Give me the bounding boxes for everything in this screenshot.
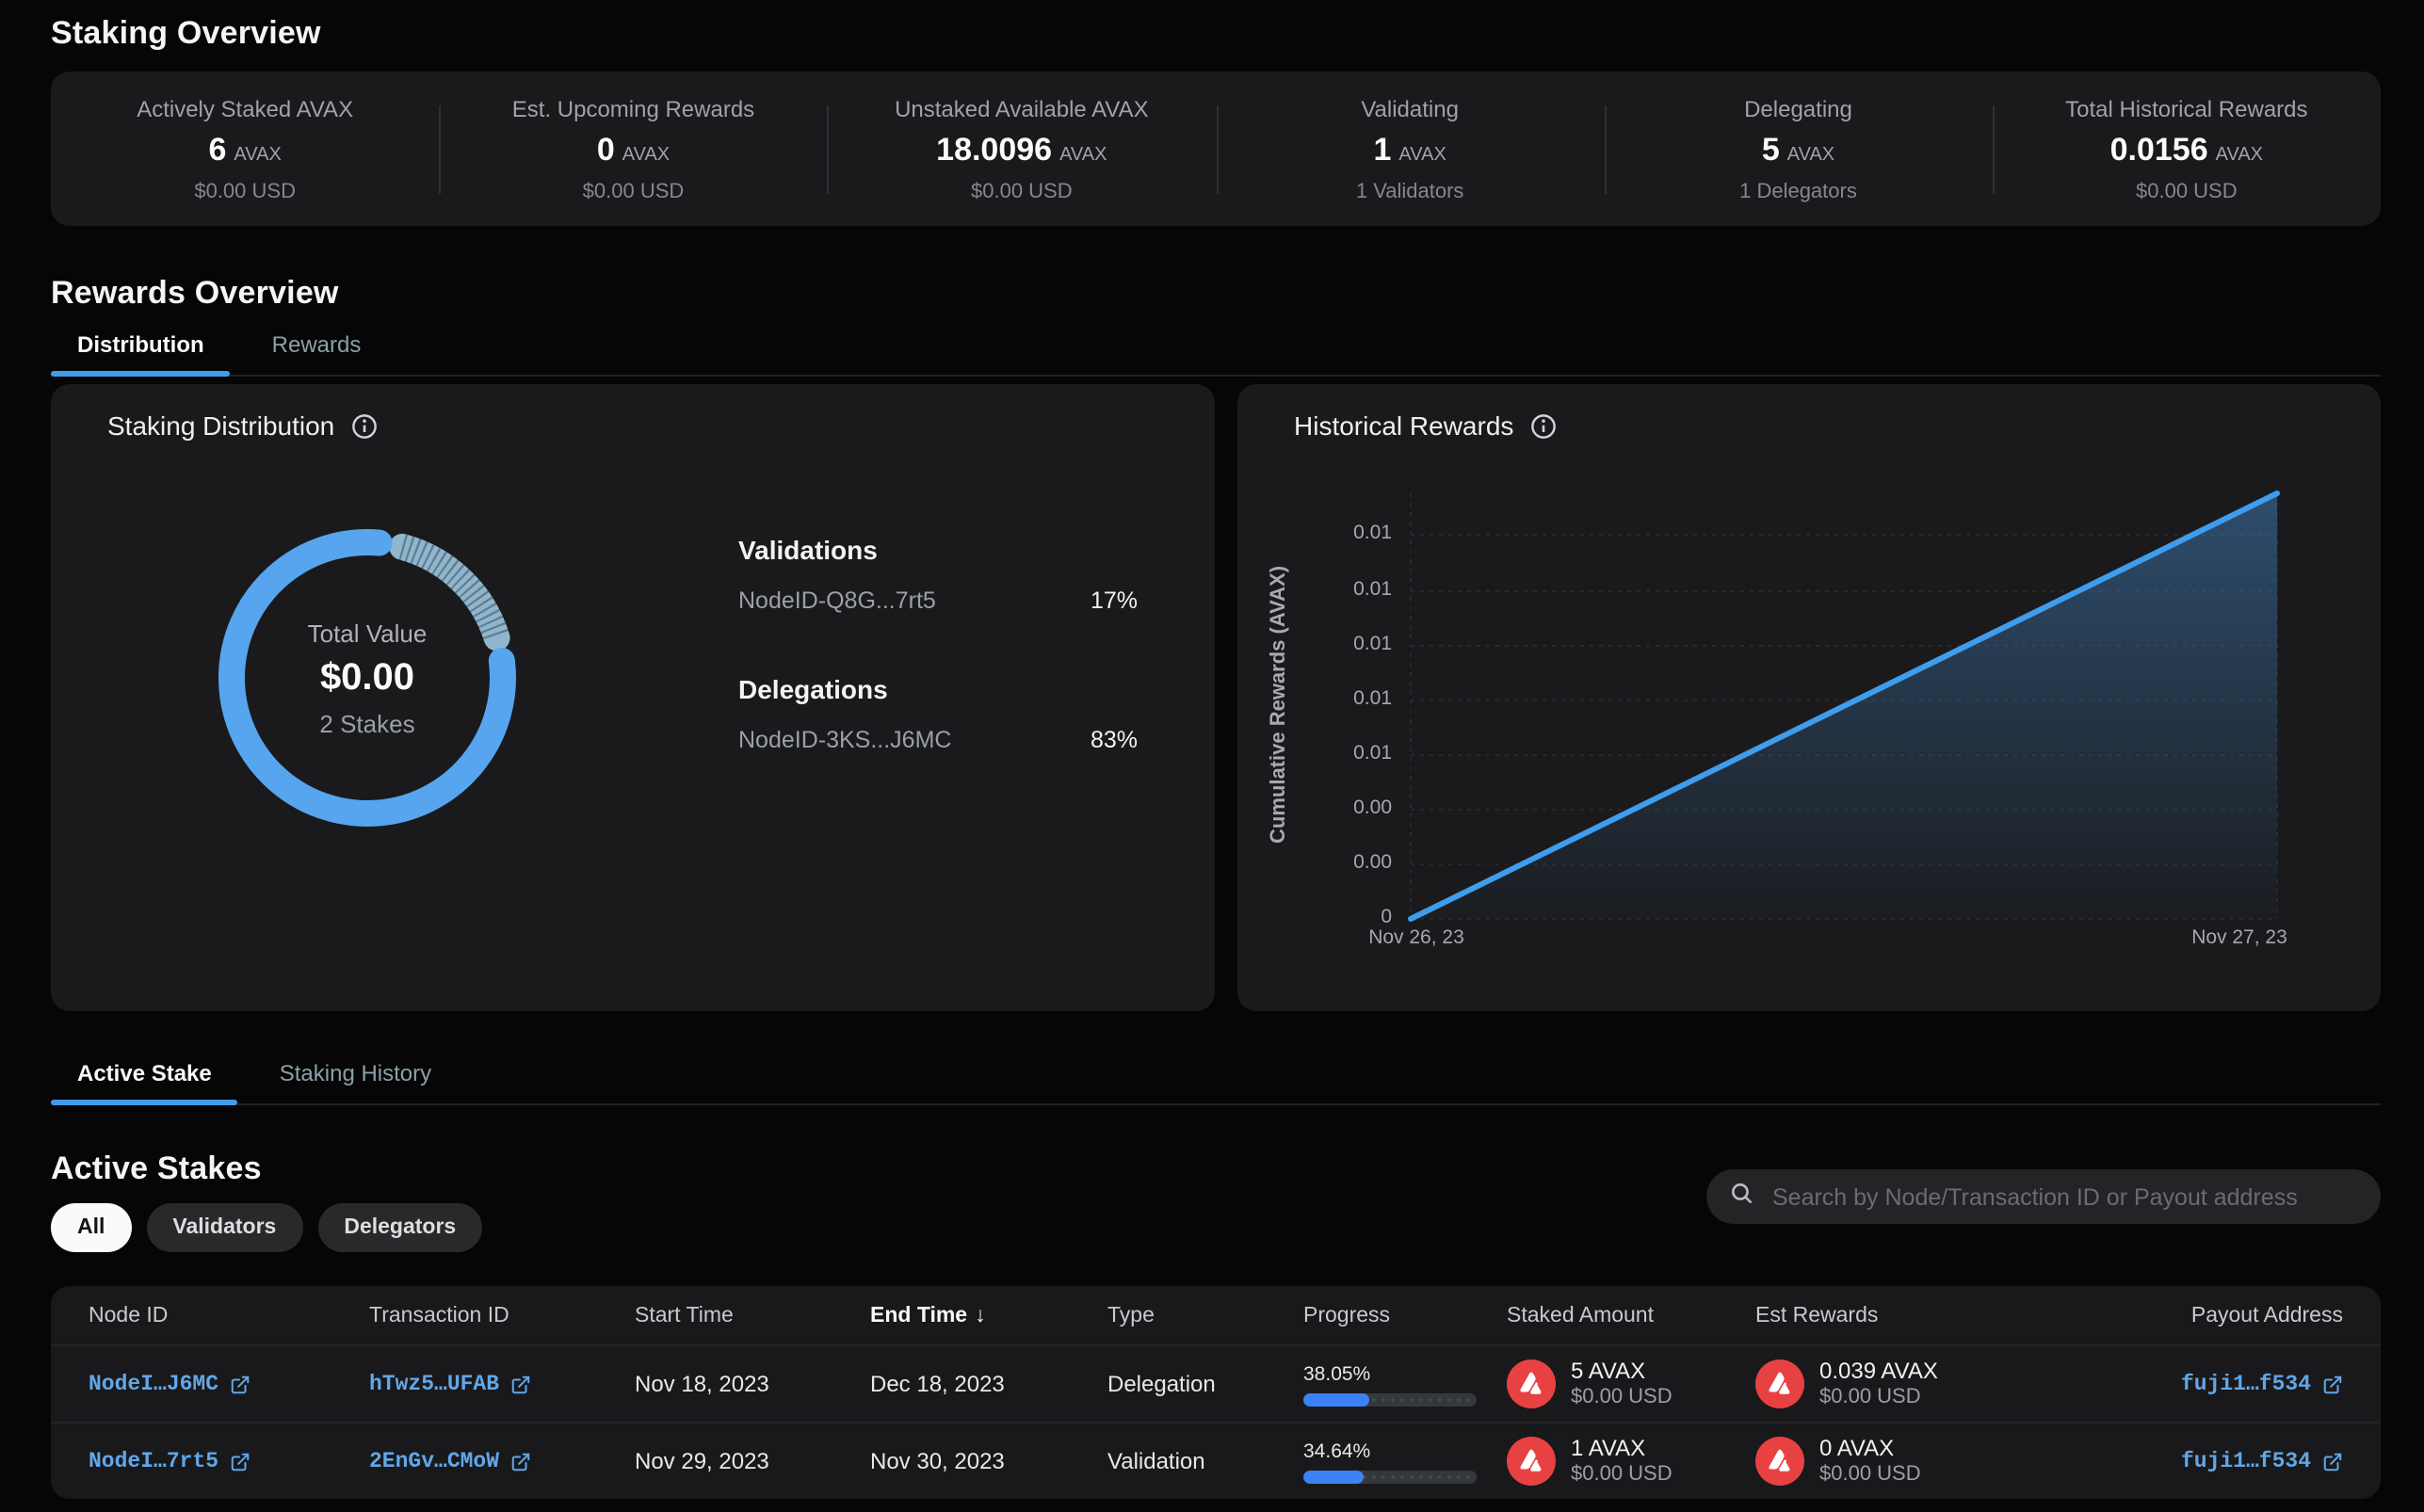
start-time: Nov 18, 2023: [635, 1371, 769, 1397]
staking-distribution-card: Staking Distribution Total Value $0.00 2…: [51, 384, 1215, 1011]
sort-down-icon: ↓: [975, 1304, 986, 1327]
progress-cell: 34.64%: [1303, 1440, 1507, 1483]
tab-rewards[interactable]: Rewards: [271, 331, 362, 358]
col-end-time-sort[interactable]: End Time ↓: [870, 1304, 986, 1327]
staked-amount-cell: 1 AVAX $0.00 USD: [1507, 1434, 1755, 1488]
progress-cell: 38.05%: [1303, 1362, 1507, 1406]
est-rewards-cell: 0 AVAX $0.00 USD: [1755, 1434, 2076, 1488]
info-icon[interactable]: [1528, 411, 1557, 440]
validation-node-id: NodeID-Q8G...7rt5: [738, 587, 936, 614]
table-header: Node ID Transaction ID Start Time End Ti…: [51, 1286, 2381, 1344]
progress-bar: [1303, 1392, 1477, 1406]
external-link-icon: [511, 1375, 530, 1393]
filter-validators[interactable]: Validators: [146, 1203, 303, 1252]
tab-active-stake[interactable]: Active Stake: [51, 1060, 239, 1105]
table-row: NodeI…7rt5 2EnGv…CMoW Nov 29, 2023 Nov 3…: [51, 1422, 2381, 1499]
donut-center-value: $0.00: [319, 656, 415, 698]
info-icon[interactable]: [349, 411, 378, 440]
progress-bar: [1303, 1470, 1477, 1483]
delegation-percent: 83%: [1090, 727, 1138, 753]
x-axis-tick-start: Nov 26, 23: [1368, 926, 1464, 949]
filter-all[interactable]: All: [51, 1203, 132, 1252]
external-link-icon: [2323, 1452, 2342, 1471]
avalanche-icon: [1755, 1437, 1804, 1486]
col-staked-amount: Staked Amount: [1507, 1304, 1654, 1327]
search-box[interactable]: [1706, 1169, 2381, 1224]
stat-validating: Validating 1 AVAX 1 Validators: [1216, 88, 1604, 210]
stat-actively-staked: Actively Staked AVAX 6 AVAX $0.00 USD: [137, 95, 354, 202]
external-link-icon: [231, 1375, 250, 1393]
staked-amount-cell: 5 AVAX $0.00 USD: [1507, 1357, 1755, 1411]
col-transaction-id: Transaction ID: [369, 1304, 509, 1327]
delegations-heading: Delegations: [738, 674, 888, 704]
avalanche-icon: [1507, 1359, 1556, 1408]
avalanche-icon: [1755, 1359, 1804, 1408]
avalanche-icon: [1507, 1437, 1556, 1486]
stake-type: Delegation: [1107, 1371, 1216, 1397]
validation-percent: 17%: [1090, 587, 1138, 614]
donut-center-label: Total Value: [307, 619, 428, 647]
page-title: Staking Overview: [51, 15, 321, 51]
stat-historical-rewards: Total Historical Rewards 0.0156 AVAX $0.0…: [1992, 88, 2381, 210]
rewards-tabs: Distribution Rewards: [51, 331, 2381, 377]
historical-rewards-card: Historical Rewards Cumulative Rewards (A…: [1237, 384, 2381, 1011]
tab-distribution[interactable]: Distribution: [51, 331, 232, 377]
filter-delegators[interactable]: Delegators: [317, 1203, 483, 1252]
active-stakes-table: Node ID Transaction ID Start Time End Ti…: [51, 1286, 2381, 1499]
transaction-id-link[interactable]: hTwz5…UFAB: [369, 1372, 635, 1396]
stat-unstaked-available: Unstaked Available AVAX 18.0096 AVAX $0.0…: [827, 88, 1216, 210]
validations-heading: Validations: [738, 535, 878, 565]
tab-staking-history[interactable]: Staking History: [279, 1060, 432, 1086]
search-input[interactable]: [1769, 1182, 2358, 1212]
col-node-id: Node ID: [89, 1304, 169, 1327]
y-axis-ticks: 0.01 0.01 0.01 0.01 0.01 0.00 0.00 0: [1353, 522, 1392, 928]
end-time: Dec 18, 2023: [870, 1371, 1005, 1397]
external-link-icon: [231, 1452, 250, 1471]
rewards-overview-heading: Rewards Overview: [51, 275, 339, 311]
payout-address-link[interactable]: fuji1…f534: [2181, 1449, 2343, 1473]
stake-tabs: Active Stake Staking History: [51, 1060, 2381, 1105]
stake-type: Validation: [1107, 1448, 1205, 1474]
col-start-time: Start Time: [635, 1304, 734, 1327]
x-axis-tick-end: Nov 27, 23: [2191, 926, 2287, 949]
y-axis-label: Cumulative Rewards (AVAX): [1268, 565, 1290, 844]
staking-distribution-donut: [218, 529, 516, 827]
search-icon: [1729, 1180, 1753, 1214]
stat-delegating: Delegating 5 AVAX 1 Delegators: [1604, 88, 1992, 210]
validation-item: NodeID-Q8G...7rt5 17%: [738, 587, 1138, 614]
start-time: Nov 29, 2023: [635, 1448, 769, 1474]
node-id-link[interactable]: NodeI…7rt5: [89, 1449, 369, 1473]
external-link-icon: [511, 1452, 530, 1471]
historical-rewards-chart: [1408, 491, 2280, 922]
transaction-id-link[interactable]: 2EnGv…CMoW: [369, 1449, 635, 1473]
donut-center-sub: 2 Stakes: [319, 709, 415, 737]
delegation-node-id: NodeID-3KS...J6MC: [738, 727, 952, 753]
col-est-rewards: Est Rewards: [1755, 1304, 1879, 1327]
node-id-link[interactable]: NodeI…J6MC: [89, 1372, 369, 1396]
col-type: Type: [1107, 1304, 1155, 1327]
est-rewards-cell: 0.039 AVAX $0.00 USD: [1755, 1357, 2076, 1411]
payout-address-link[interactable]: fuji1…f534: [2181, 1372, 2343, 1396]
historical-rewards-title: Historical Rewards: [1294, 410, 1514, 441]
stats-bar: Actively Staked AVAX 6 AVAX $0.00 USD Est…: [51, 72, 2381, 226]
stat-upcoming-rewards: Est. Upcoming Rewards 0 AVAX $0.00 USD: [439, 88, 827, 210]
delegation-item: NodeID-3KS...J6MC 83%: [738, 727, 1138, 753]
active-stakes-heading: Active Stakes: [51, 1150, 262, 1186]
col-payout-address: Payout Address: [2190, 1304, 2343, 1327]
table-row: NodeI…J6MC hTwz5…UFAB Nov 18, 2023 Dec 1…: [51, 1344, 2381, 1422]
end-time: Nov 30, 2023: [870, 1448, 1005, 1474]
col-progress: Progress: [1303, 1304, 1391, 1327]
external-link-icon: [2323, 1375, 2342, 1393]
staking-distribution-title: Staking Distribution: [107, 410, 335, 441]
